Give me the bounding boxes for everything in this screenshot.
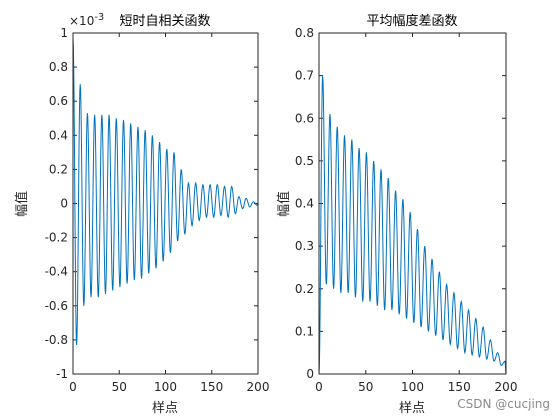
series-line-0 (318, 75, 507, 375)
x-tick-label: 100 (401, 380, 424, 394)
axes-frame (318, 32, 507, 375)
y-tick-label: 0.8 (49, 60, 68, 74)
x-ticks: 0 50 100 150 200 (315, 33, 517, 394)
x-tick-label: 0 (69, 380, 77, 394)
y-tick-label: 0.2 (49, 162, 68, 176)
amdf-chart: 平均幅度差函数 样点 幅值 0 50 100 150 200 0 0.1 0.2 0.3 0.4… (276, 13, 517, 416)
y-tick-label: 0.4 (295, 197, 314, 211)
x-axis-label: 样点 (399, 401, 425, 416)
y-axis-label: 幅值 (276, 191, 292, 217)
watermark: CSDN @cucjing (457, 397, 550, 411)
autocorrelation-chart: 短时自相关函数 ×10-3 样点 幅值 0 50 100 150 200 -1-0.8-… (14, 12, 269, 416)
y-tick-label: 0.6 (295, 111, 314, 125)
x-ticks: 0 50 100 150 200 (69, 33, 269, 394)
exponent-label: ×10-3 (69, 12, 104, 28)
y-tick-label: 1 (60, 26, 68, 40)
y-tick-label: 0.4 (49, 128, 68, 142)
y-tick-label: 0.3 (295, 239, 314, 253)
y-axis-label: 幅值 (14, 191, 30, 217)
exponent-base: ×10 (69, 14, 94, 28)
x-tick-label: 200 (247, 380, 270, 394)
y-tick-label: 0.7 (295, 69, 314, 83)
y-ticks: 0 0.1 0.2 0.3 0.4 0.5 0.6 0.7 0.8 (295, 26, 506, 381)
y-tick-label: 0.1 (295, 324, 314, 338)
x-tick-label: 150 (448, 380, 471, 394)
y-tick-label: -0.6 (45, 299, 68, 313)
y-tick-label: 0 (306, 367, 314, 381)
y-tick-label: -0.8 (45, 333, 68, 347)
series-lines (318, 75, 507, 375)
y-tick-label: 0.6 (49, 94, 68, 108)
y-tick-label: 0.5 (295, 154, 314, 168)
y-tick-label: 0.2 (295, 282, 314, 296)
y-tick-label: 0 (60, 197, 68, 211)
y-tick-label: -0.4 (45, 265, 68, 279)
series-line-0 (72, 38, 259, 346)
y-ticks: -1 -0.8 -0.6 -0.4 -0.2 0 0.2 0.4 0.6 0.8 1 (45, 26, 258, 381)
x-tick-label: 0 (315, 380, 323, 394)
axes-frame (72, 32, 259, 375)
x-tick-label: 150 (200, 380, 223, 394)
chart-title: 短时自相关函数 (119, 14, 210, 29)
x-tick-label: 50 (112, 380, 127, 394)
x-tick-label: 50 (358, 380, 373, 394)
series-lines (72, 38, 259, 346)
y-tick-label: 0.8 (295, 26, 314, 40)
exponent-power: -3 (94, 12, 104, 23)
y-tick-label: -1 (56, 367, 68, 381)
x-axis-label: 样点 (152, 401, 178, 416)
y-tick-label: -0.2 (45, 231, 68, 245)
x-tick-label: 100 (154, 380, 177, 394)
chart-title: 平均幅度差函数 (366, 13, 457, 29)
x-tick-label: 200 (495, 380, 518, 394)
